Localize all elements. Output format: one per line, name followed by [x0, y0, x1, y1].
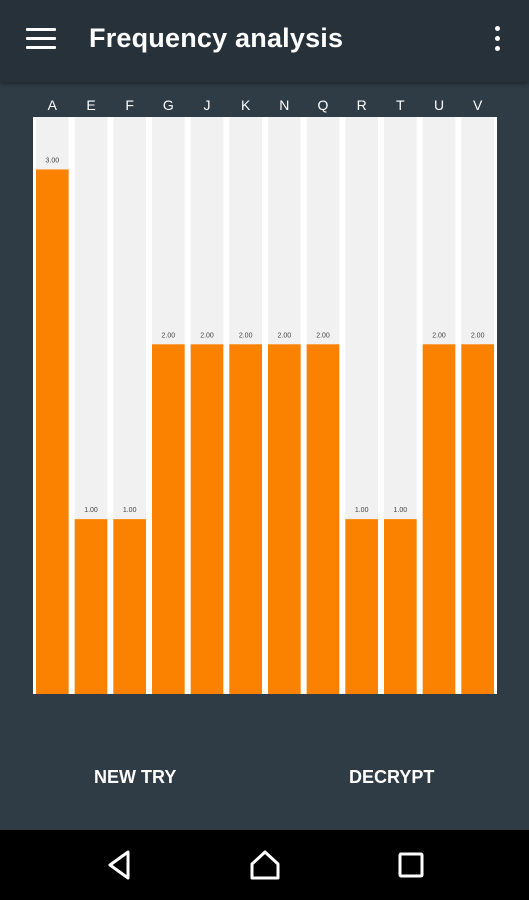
bar-value-label: 1.00	[84, 507, 98, 514]
menu-icon[interactable]	[26, 28, 56, 50]
more-vert-icon[interactable]	[487, 26, 507, 54]
bar-value-label: 2.00	[278, 332, 292, 339]
new-try-button[interactable]: NEW TRY	[94, 767, 177, 787]
home-icon[interactable]	[248, 848, 282, 882]
bar-value-label: 1.00	[394, 507, 408, 514]
category-label-N: N	[279, 97, 289, 113]
category-label-G: G	[163, 97, 174, 113]
frequency-bar-chart: 3.00 A 1.00 E 1.00 F 2.00 G 2.00 J 2.00 K 2.00 N 2.00 Q…	[33, 97, 497, 695]
bar-value-label: 1.00	[123, 507, 137, 514]
category-label-U: U	[434, 97, 444, 113]
app-bar: Frequency analysis	[0, 0, 529, 82]
recents-icon[interactable]	[394, 848, 428, 882]
bar-value-label: 3.00	[46, 157, 60, 164]
bar-value-label: 2.00	[162, 332, 176, 339]
category-label-F: F	[125, 97, 134, 113]
bar-Q	[306, 344, 340, 694]
frequency-chart: 3.00 A 1.00 E 1.00 F 2.00 G 2.00 J 2.00 K 2.00 N 2.00 Q…	[0, 90, 529, 710]
category-label-R: R	[357, 97, 367, 113]
action-bar: NEW TRY DECRYPT	[0, 750, 529, 810]
bar-T	[384, 519, 417, 694]
bar-value-label: 2.00	[432, 332, 446, 339]
bar-V	[461, 344, 494, 694]
system-nav-bar	[0, 830, 529, 900]
bar-G	[152, 344, 185, 694]
bar-value-label: 2.00	[471, 332, 485, 339]
back-icon[interactable]	[102, 848, 136, 882]
category-label-A: A	[48, 97, 58, 113]
bar-J	[190, 344, 224, 694]
bar-E	[74, 519, 108, 694]
category-label-J: J	[204, 97, 211, 113]
bar-K	[229, 344, 262, 694]
page-title: Frequency analysis	[89, 23, 344, 53]
bar-value-label: 2.00	[200, 332, 214, 339]
category-label-T: T	[396, 97, 405, 113]
decrypt-button[interactable]: DECRYPT	[349, 767, 435, 787]
chart-plot-area	[33, 117, 497, 694]
bar-R	[345, 519, 378, 694]
category-label-E: E	[86, 97, 95, 113]
category-label-V: V	[473, 97, 483, 113]
category-label-Q: Q	[318, 97, 329, 113]
category-label-K: K	[241, 97, 251, 113]
bar-value-label: 2.00	[239, 332, 253, 339]
bar-value-label: 1.00	[355, 507, 369, 514]
bar-value-label: 2.00	[316, 332, 330, 339]
bar-N	[268, 344, 301, 694]
bar-F	[113, 519, 146, 694]
bar-U	[422, 344, 456, 694]
bar-A	[36, 169, 69, 695]
